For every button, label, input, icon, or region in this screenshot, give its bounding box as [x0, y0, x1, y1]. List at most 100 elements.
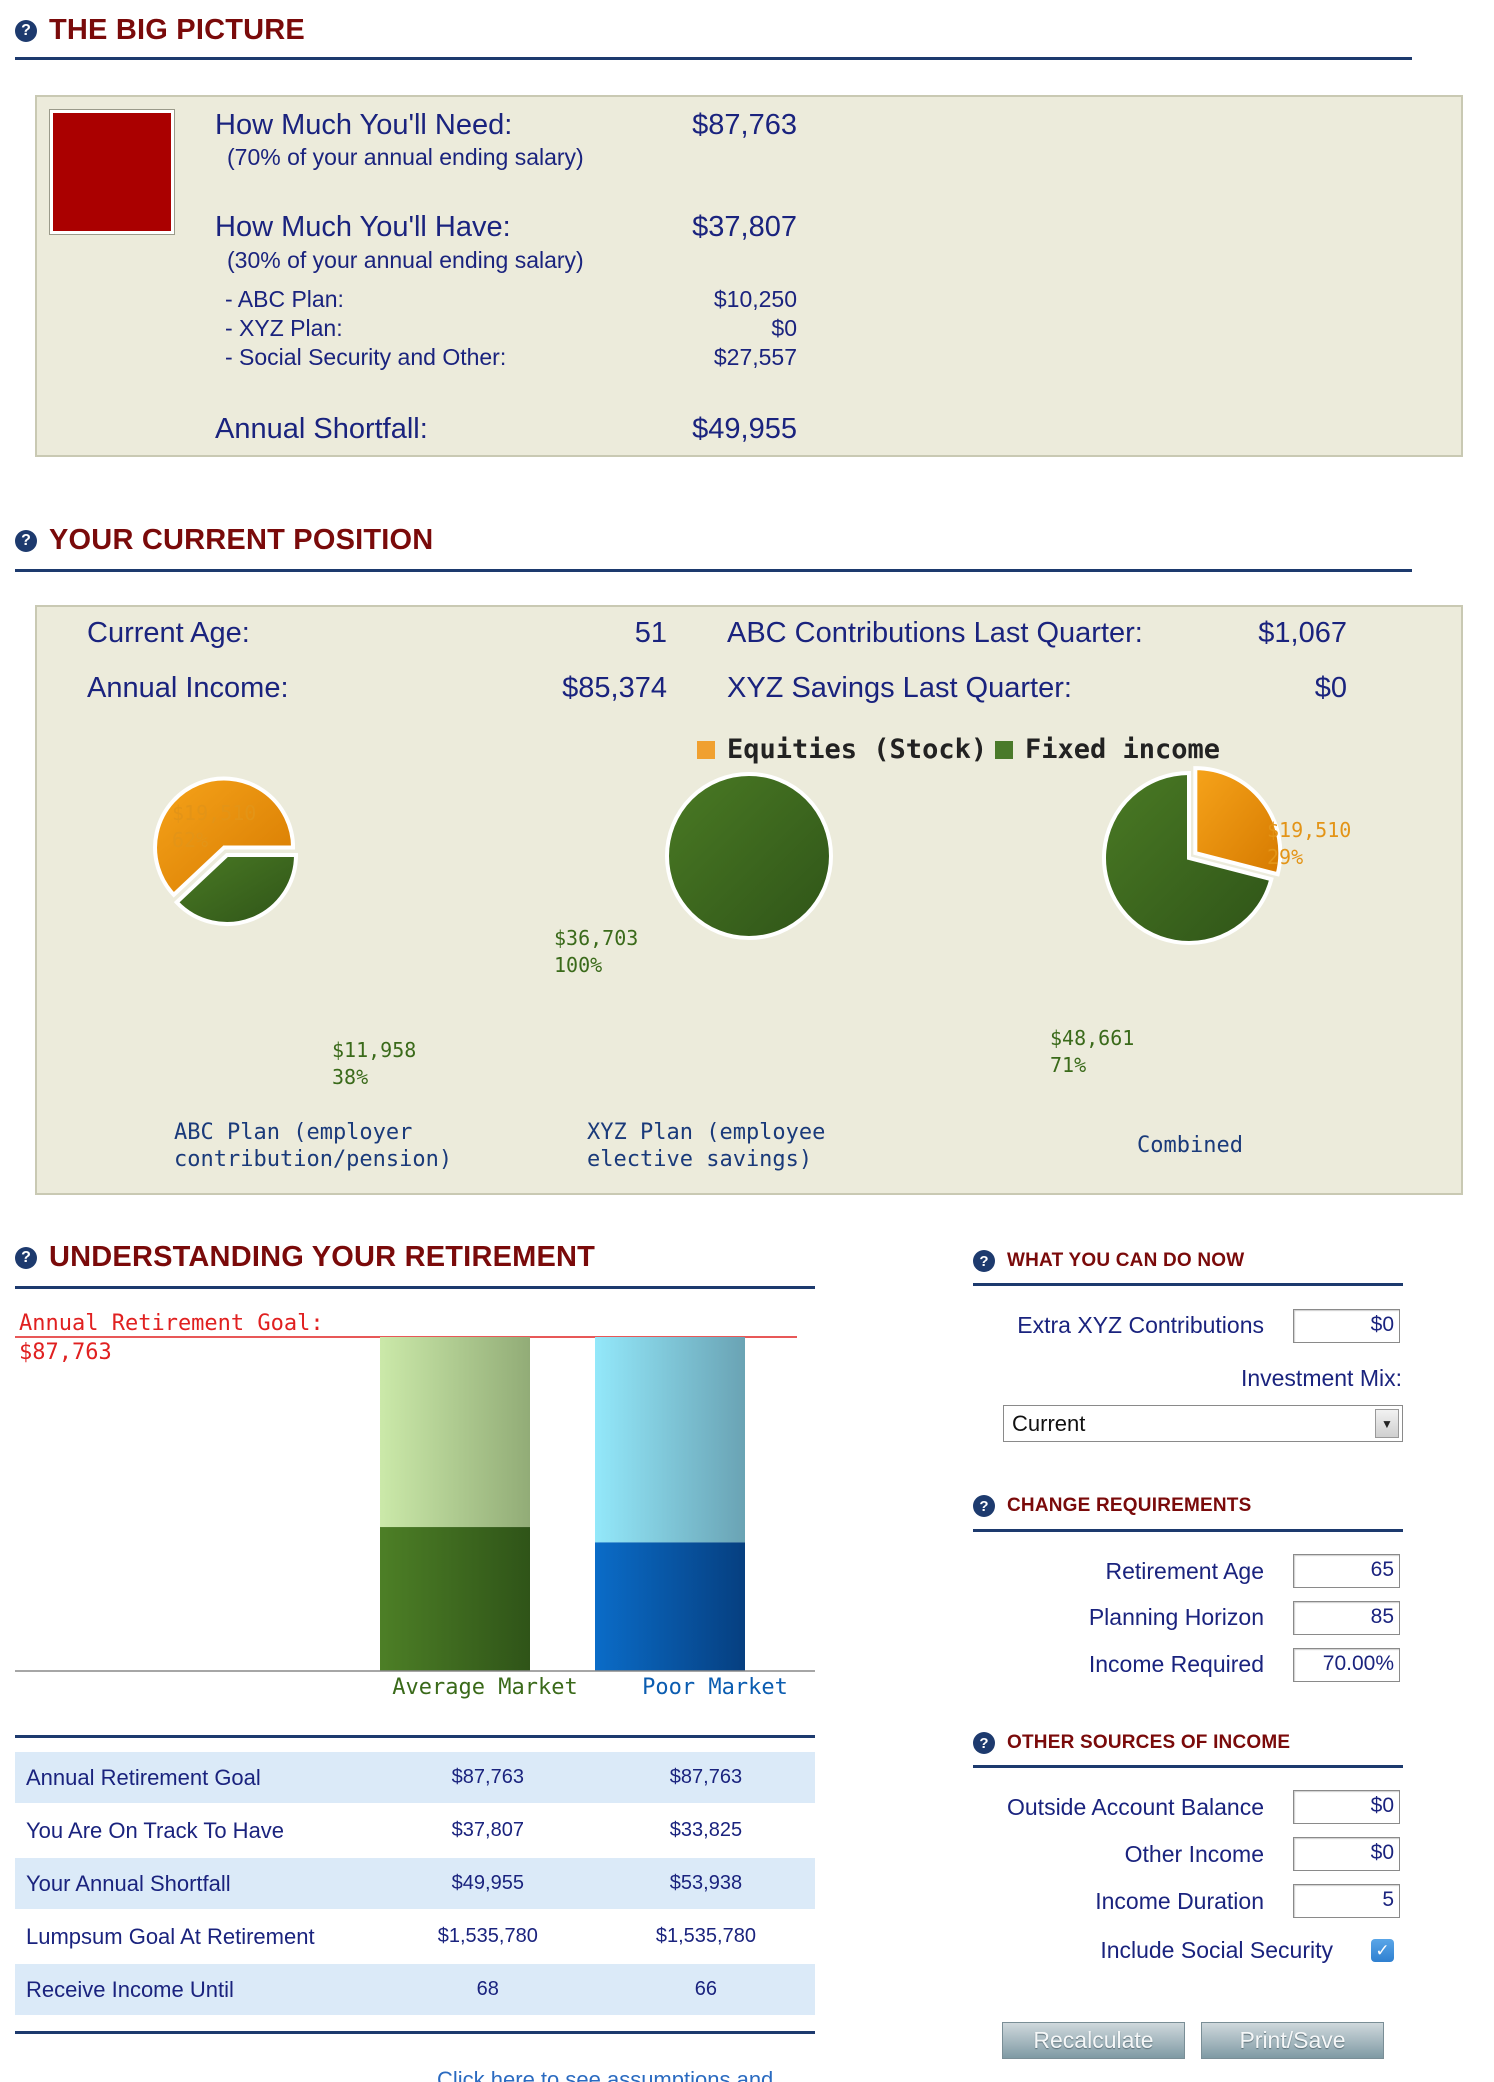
section-title: YOUR CURRENT POSITION [49, 524, 434, 556]
income-required-input[interactable]: 70.00% [1293, 1648, 1400, 1682]
goal-label: Annual Retirement Goal: [19, 1311, 324, 1336]
table-top-rule [15, 1735, 815, 1738]
amount: $48,661 [1050, 1026, 1135, 1050]
help-icon[interactable]: ? [973, 1250, 995, 1272]
pie-slice-fixed [173, 853, 299, 926]
income-value: $85,374 [562, 672, 667, 704]
outside-balance-label: Outside Account Balance [1007, 1794, 1264, 1820]
legend-swatch [995, 740, 1013, 759]
help-icon[interactable]: ? [15, 1246, 37, 1269]
shortfall-label: Annual Shortfall: [215, 413, 428, 445]
big-picture-header: ? THE BIG PICTURE [15, 14, 305, 47]
amount: $36,703 [554, 926, 639, 950]
age-value: 51 [634, 617, 667, 649]
help-icon[interactable]: ? [973, 1732, 995, 1754]
have-value: $37,807 [692, 211, 797, 243]
age-label: Current Age: [87, 617, 250, 649]
help-icon[interactable]: ? [973, 1495, 995, 1517]
other-income-label: Other Income [1124, 1841, 1264, 1867]
retirement-bar-chart [15, 1336, 815, 1672]
include-social-security-checkbox[interactable]: ✓ [1371, 1939, 1394, 1962]
pie-slice-equity [153, 776, 296, 898]
section-title: CHANGE REQUIREMENTS [1007, 1495, 1252, 1516]
row-label: You Are On Track To Have [26, 1817, 285, 1843]
investment-mix-select[interactable]: Current ▼ [1003, 1405, 1403, 1442]
section-divider [15, 1286, 815, 1289]
have-label: How Much You'll Have: [215, 211, 511, 243]
assumptions-link[interactable]: Click here to see assumptions and [437, 2067, 774, 2082]
extra-contributions-input[interactable]: $0 [1293, 1309, 1400, 1343]
planning-horizon-input[interactable]: 85 [1293, 1601, 1400, 1635]
extra-contributions-label: Extra XYZ Contributions [1017, 1312, 1264, 1338]
pie-abc-equity-label: $19,510 62% [172, 800, 256, 854]
section-divider [973, 1529, 1403, 1532]
legend-equities: Equities (Stock) [697, 734, 987, 765]
xyz-plan-label: - XYZ Plan: [225, 315, 343, 341]
chevron-down-icon[interactable]: ▼ [1375, 1409, 1399, 1438]
goal-annotation: Annual Retirement Goal: $87,763 [19, 1309, 324, 1367]
income-label: Annual Income: [87, 672, 289, 704]
legend-fixed-income: Fixed income [995, 734, 1220, 765]
status-swatch [53, 113, 171, 231]
outside-balance-input[interactable]: $0 [1293, 1790, 1400, 1824]
abc-plan-label: - ABC Plan: [225, 286, 344, 312]
pie-xyz-caption: XYZ Plan (employee elective savings) [587, 1120, 826, 1172]
row-label: Lumpsum Goal At Retirement [26, 1923, 315, 1949]
help-icon[interactable]: ? [15, 529, 37, 552]
section-title: WHAT YOU CAN DO NOW [1007, 1250, 1245, 1271]
recalculate-button[interactable]: Recalculate [1002, 2022, 1185, 2059]
what-you-can-do-header: ? WHAT YOU CAN DO NOW [973, 1250, 1244, 1272]
bar-label-average: Average Market [392, 1675, 578, 1700]
legend-label: Equities (Stock) [727, 734, 988, 765]
social-security-label: - Social Security and Other: [225, 344, 507, 370]
income-required-label: Income Required [1088, 1651, 1264, 1677]
table-row: You Are On Track To Have $37,807 $33,825 [15, 1805, 815, 1856]
avg-value: $1,535,780 [437, 1925, 538, 1947]
section-divider [973, 1765, 1403, 1768]
have-subtext: (30% of your annual ending salary) [227, 247, 584, 273]
income-duration-input[interactable]: 5 [1293, 1884, 1400, 1918]
planning-horizon-label: Planning Horizon [1088, 1604, 1264, 1630]
shortfall-value: $49,955 [692, 413, 797, 445]
other-income-input[interactable]: $0 [1293, 1837, 1400, 1871]
retirement-age-input[interactable]: 65 [1293, 1554, 1400, 1588]
abc-plan-value: $10,250 [713, 286, 797, 312]
income-duration-label: Income Duration [1095, 1888, 1264, 1914]
avg-value: $87,763 [451, 1766, 524, 1788]
help-icon[interactable]: ? [15, 19, 37, 42]
pie-combined [1102, 766, 1283, 945]
xyz-savings-value: $0 [1314, 672, 1347, 704]
section-title: THE BIG PICTURE [49, 14, 305, 46]
status-indicator [49, 109, 175, 235]
table-row: Your Annual Shortfall $49,955 $53,938 [15, 1858, 815, 1909]
allocation-pies [153, 766, 1283, 945]
row-label: Your Annual Shortfall [26, 1870, 231, 1896]
pie-abc-fixed-label: $11,958 38% [332, 1037, 416, 1091]
pie-slice-fixed [1102, 770, 1274, 945]
section-divider [973, 1283, 1403, 1286]
poor-value: $1,535,780 [655, 1925, 756, 1947]
avg-value: $49,955 [451, 1872, 524, 1894]
current-position-header: ? YOUR CURRENT POSITION [15, 524, 433, 557]
section-title: OTHER SOURCES OF INCOME [1007, 1732, 1291, 1753]
table-row: Annual Retirement Goal $87,763 $87,763 [15, 1752, 815, 1803]
social-security-toggle-label: Include Social Security [1100, 1937, 1333, 1963]
goal-value: $87,763 [19, 1340, 112, 1365]
section-divider [15, 569, 1412, 572]
retirement-age-label: Retirement Age [1105, 1558, 1264, 1584]
poor-value: 66 [694, 1978, 718, 2000]
bar-goal-segment [595, 1337, 745, 1543]
percent: 62% [172, 828, 209, 852]
avg-value: $37,807 [451, 1819, 524, 1841]
social-security-value: $27,557 [713, 344, 797, 370]
big-picture-panel: How Much You'll Need: (70% of your annua… [35, 95, 1463, 457]
other-income-header: ? OTHER SOURCES OF INCOME [973, 1732, 1290, 1754]
pie-combined-fixed-label: $48,661 71% [1050, 1025, 1134, 1079]
print-save-button[interactable]: Print/Save [1201, 2022, 1384, 2059]
bar-have-segment [380, 1527, 530, 1671]
poor-value: $33,825 [669, 1819, 743, 1841]
selected-value: Current [1012, 1411, 1086, 1436]
bar-have-segment [595, 1542, 745, 1671]
xyz-plan-value: $0 [771, 315, 797, 341]
percent: 38% [332, 1065, 369, 1089]
